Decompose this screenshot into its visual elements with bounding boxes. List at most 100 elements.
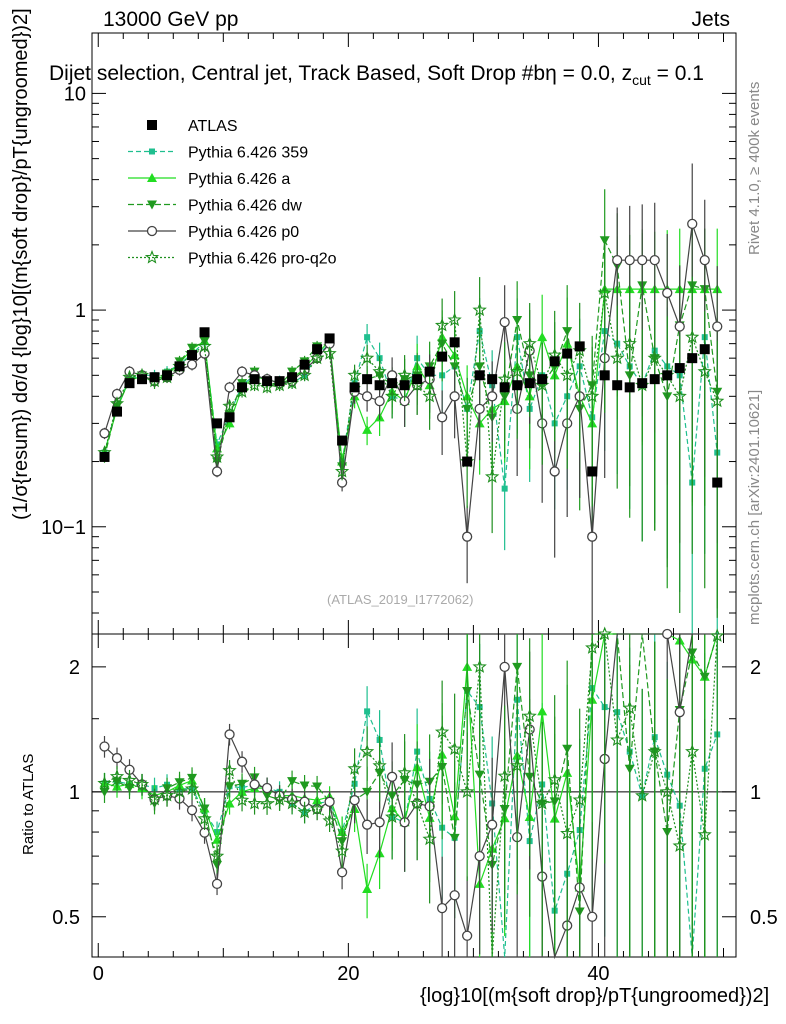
ratio-point: [436, 902, 448, 914]
x-tick-label: 0: [93, 963, 104, 985]
ratio-point: [184, 781, 200, 796]
data-point: [687, 218, 698, 230]
data-point: [362, 424, 373, 434]
ratio-point: [297, 804, 312, 819]
data-point: [324, 333, 335, 344]
data-point: [449, 391, 460, 402]
x-axis-label: {log}10[(m{soft drop}/pT{ungroomed})2]: [420, 985, 770, 1007]
ratio-point: [685, 744, 700, 758]
ratio-point: [422, 831, 437, 846]
series-line: [103, 223, 718, 537]
legend-item: Pythia 6.426 dw: [128, 198, 302, 215]
ratio-point: [97, 775, 112, 790]
series-line: [103, 238, 718, 467]
data-point: [587, 531, 598, 542]
ratio-point: [597, 626, 612, 641]
ratio-point: [499, 661, 510, 673]
ratio-point: [585, 640, 600, 654]
data-point: [610, 350, 625, 365]
data-point: [124, 378, 135, 389]
plot-title-suffix: = 0.0, z: [562, 62, 633, 85]
data-point: [462, 404, 473, 414]
data-point: [412, 374, 423, 385]
data-point: [685, 329, 700, 344]
ratio-point: [662, 628, 673, 640]
ratio-point: [461, 930, 473, 941]
ratio-point: [222, 763, 237, 777]
data-point: [712, 477, 723, 488]
plot-title: Dijet selection, Central jet, Track Base…: [49, 62, 704, 88]
data-point: [574, 341, 585, 352]
ratio-point: [287, 777, 298, 787]
mcplots-label: mcplots.cern.ch [arXiv:2401.10621]: [746, 389, 763, 625]
data-point: [387, 378, 398, 389]
data-point: [372, 364, 387, 378]
data-point: [424, 366, 435, 377]
data-point: [587, 466, 598, 477]
data-point: [697, 364, 712, 378]
legend-marker: [146, 225, 158, 237]
ratio-point: [647, 744, 662, 758]
y-tick-label: 1: [75, 300, 86, 322]
ratio-point: [336, 867, 348, 878]
legend-item: Pythia 6.426 p0: [128, 224, 299, 241]
data-point: [672, 388, 687, 403]
data-point: [462, 456, 473, 467]
data-point: [384, 388, 400, 403]
ratio-point: [172, 784, 187, 798]
legend: ATLAS Pythia 6.426 359 Pythia 6.426 a Pythi…: [128, 118, 337, 268]
data-point: [662, 370, 673, 381]
ratio-point: [236, 756, 248, 767]
series-pythia-6-426-pro-q2o: [97, 241, 725, 958]
ratio-y-tick-label: 2: [69, 657, 80, 679]
data-point: [212, 418, 223, 429]
data-point: [647, 350, 662, 365]
ratio-point: [186, 805, 198, 816]
data-point: [537, 374, 548, 385]
data-point: [236, 366, 248, 377]
ratio-y-tick-label-right: 0.5: [750, 907, 778, 929]
data-point: [585, 388, 600, 403]
ratio-point: [349, 795, 360, 806]
data-point: [499, 382, 510, 393]
x-tick-label: 40: [587, 963, 609, 985]
ratio-point: [472, 659, 487, 673]
ratio-point: [572, 792, 587, 806]
data-point: [662, 287, 673, 299]
data-point: [249, 374, 260, 385]
legend-marker: [144, 249, 160, 264]
ratio-point: [622, 700, 637, 715]
data-point: [447, 312, 462, 327]
data-point: [99, 451, 110, 462]
data-point: [637, 378, 648, 389]
ratio-point: [122, 772, 137, 787]
ratio-point: [537, 706, 548, 716]
data-point: [649, 374, 660, 385]
ratio-point: [372, 758, 387, 772]
data-point: [162, 370, 173, 381]
legend-label: ATLAS: [188, 118, 238, 135]
analysis-label: (ATLAS_2019_I1772062): [327, 592, 474, 607]
ratio-point: [211, 878, 223, 890]
data-point: [699, 255, 710, 266]
ratio-line: [104, 633, 718, 960]
data-point: [674, 363, 685, 374]
data-point: [349, 382, 360, 393]
data-point: [549, 356, 560, 367]
data-point: [687, 353, 698, 364]
ratio-point: [359, 744, 375, 758]
data-point: [149, 372, 160, 383]
plot-title-sub: cut: [632, 72, 651, 89]
ratio-point: [259, 796, 275, 810]
data-point: [497, 371, 512, 386]
ratio-point: [672, 838, 687, 853]
ratio-point: [109, 769, 125, 783]
data-point: [524, 378, 535, 389]
beam-label: 13000 GeV pp: [103, 8, 239, 31]
x-tick-label: 20: [337, 963, 359, 985]
data-point: [449, 362, 460, 372]
legend-label: Pythia 6.426 pro-q2o: [188, 251, 337, 268]
data-point: [361, 391, 373, 402]
ratio-point: [237, 779, 248, 789]
